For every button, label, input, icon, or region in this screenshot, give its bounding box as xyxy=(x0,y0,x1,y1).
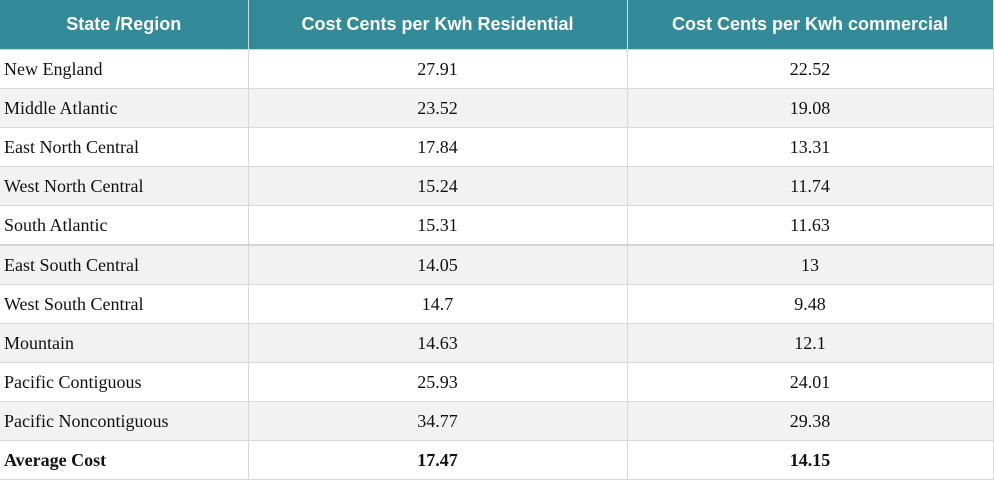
residential-cell: 25.93 xyxy=(247,362,628,402)
residential-cell: 14.7 xyxy=(247,284,628,324)
header-row: State /Region Cost Cents per Kwh Residen… xyxy=(0,0,994,50)
region-cell: East South Central xyxy=(0,244,249,285)
table-row: West North Central 15.24 11.74 xyxy=(0,166,994,206)
region-cell: West North Central xyxy=(0,166,249,206)
average-commercial-cell: 14.15 xyxy=(626,440,994,480)
region-cell: South Atlantic xyxy=(0,205,249,246)
table-row: Pacific Contiguous 25.93 24.01 xyxy=(0,362,994,402)
commercial-cell: 29.38 xyxy=(626,401,994,441)
residential-cell: 34.77 xyxy=(247,401,628,441)
residential-cell: 17.84 xyxy=(247,127,628,167)
commercial-cell: 22.52 xyxy=(626,49,994,89)
header-region: State /Region xyxy=(0,0,249,50)
commercial-cell: 13 xyxy=(626,244,994,285)
table-row: New England 27.91 22.52 xyxy=(0,49,994,89)
region-cell: New England xyxy=(0,49,249,89)
table-header: State /Region Cost Cents per Kwh Residen… xyxy=(0,0,994,50)
table-row: Mountain 14.63 12.1 xyxy=(0,323,994,363)
commercial-cell: 24.01 xyxy=(626,362,994,402)
table-row: Pacific Noncontiguous 34.77 29.38 xyxy=(0,401,994,441)
average-residential-cell: 17.47 xyxy=(247,440,628,480)
commercial-cell: 9.48 xyxy=(626,284,994,324)
residential-cell: 23.52 xyxy=(247,88,628,128)
commercial-cell: 13.31 xyxy=(626,127,994,167)
region-cell: Pacific Contiguous xyxy=(0,362,249,402)
region-cell: West South Central xyxy=(0,284,249,324)
region-cell: East North Central xyxy=(0,127,249,167)
average-cost-row: Average Cost 17.47 14.15 xyxy=(0,440,994,480)
commercial-cell: 19.08 xyxy=(626,88,994,128)
table-row: East North Central 17.84 13.31 xyxy=(0,127,994,167)
table-row: West South Central 14.7 9.48 xyxy=(0,284,994,324)
region-cell: Pacific Noncontiguous xyxy=(0,401,249,441)
table-body: New England 27.91 22.52 Middle Atlantic … xyxy=(0,49,994,480)
commercial-cell: 11.63 xyxy=(626,205,994,246)
header-commercial: Cost Cents per Kwh commercial xyxy=(626,0,994,50)
table-row: Middle Atlantic 23.52 19.08 xyxy=(0,88,994,128)
residential-cell: 27.91 xyxy=(247,49,628,89)
region-cell: Mountain xyxy=(0,323,249,363)
commercial-cell: 11.74 xyxy=(626,166,994,206)
header-residential: Cost Cents per Kwh Residential xyxy=(247,0,628,50)
residential-cell: 15.24 xyxy=(247,166,628,206)
table-row: South Atlantic 15.31 11.63 xyxy=(0,205,994,246)
commercial-cell: 12.1 xyxy=(626,323,994,363)
residential-cell: 15.31 xyxy=(247,205,628,246)
region-cell: Middle Atlantic xyxy=(0,88,249,128)
residential-cell: 14.63 xyxy=(247,323,628,363)
table-row: East South Central 14.05 13 xyxy=(0,244,994,285)
average-cost-label: Average Cost xyxy=(0,440,249,480)
residential-cell: 14.05 xyxy=(247,244,628,285)
